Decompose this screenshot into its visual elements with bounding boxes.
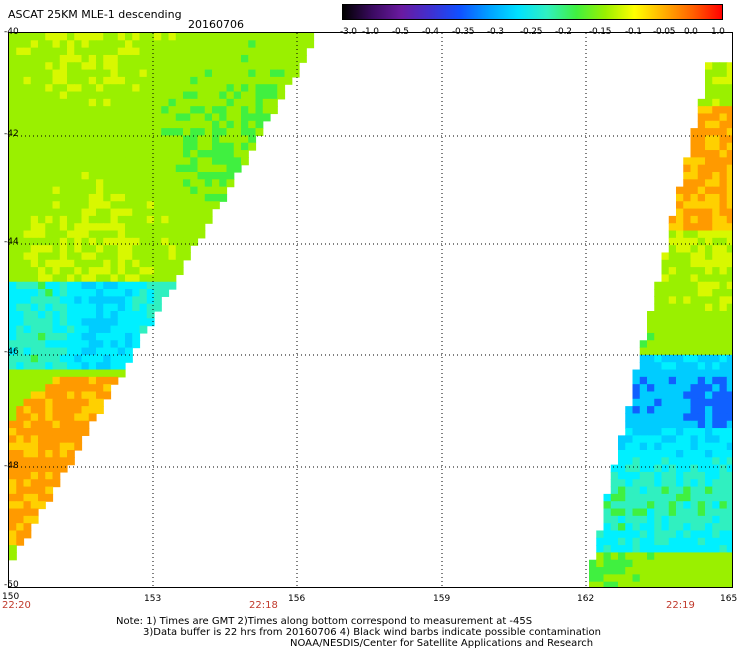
swath-map — [9, 33, 732, 587]
lon-tick-label: 156 — [288, 594, 306, 604]
lat-tick-label: -44 — [4, 237, 19, 247]
footer-credit: NOAA/NESDIS/Center for Satellite Applica… — [290, 638, 594, 649]
lon-tick-label: 165 — [720, 594, 738, 604]
lat-tick-label: -48 — [4, 461, 19, 471]
lon-tick-label: 159 — [433, 594, 451, 604]
lon-tick-label: 162 — [577, 594, 595, 604]
lat-tick-label: -46 — [4, 347, 19, 357]
footer-note-line1: Note: 1) Times are GMT 2)Times along bot… — [116, 616, 533, 627]
swath-time-label: 22:18 — [249, 600, 278, 611]
lat-tick-label: -40 — [4, 27, 19, 37]
lon-tick-label: 153 — [144, 594, 162, 604]
colorbar — [342, 4, 723, 20]
product-title: ASCAT 25KM MLE-1 descending — [8, 8, 182, 21]
map-panel[interactable] — [8, 32, 733, 588]
swath-time-label: 22:19 — [666, 600, 695, 611]
product-date: 20160706 — [188, 18, 244, 31]
lon-tick-label: 150 — [2, 592, 20, 602]
lat-tick-label: -50 — [4, 580, 19, 590]
swath-time-label: 22:20 — [2, 600, 31, 611]
footer-note-line2: 3)Data buffer is 22 hrs from 20160706 4)… — [143, 627, 601, 638]
lat-tick-label: -42 — [4, 129, 19, 139]
